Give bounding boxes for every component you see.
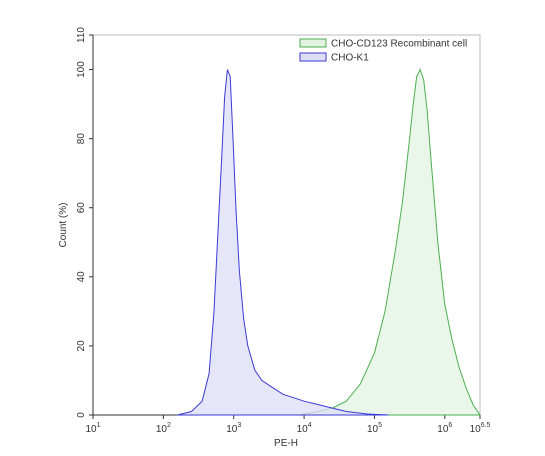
x-tick-power: 5 (378, 422, 382, 429)
x-tick-base: 10 (470, 424, 482, 435)
legend-label: CHO-K1 (331, 53, 369, 64)
y-tick-label: 20 (76, 340, 87, 352)
y-tick-label: 100 (76, 61, 87, 78)
x-tick-base: 10 (85, 424, 97, 435)
y-tick-label: 110 (76, 27, 87, 43)
x-tick-power: 4 (308, 422, 312, 429)
y-tick-label: 0 (76, 412, 87, 418)
y-tick-label: 60 (76, 202, 87, 214)
x-tick-base: 10 (156, 424, 168, 435)
x-tick-label: 106.5 (470, 422, 491, 435)
y-tick-label: 40 (76, 271, 87, 283)
y-tick-label: 80 (76, 133, 87, 145)
x-tick-label: 104 (297, 422, 312, 435)
legend-swatch (299, 38, 327, 48)
x-axis-label: PE-H (274, 438, 298, 449)
x-tick-base: 10 (437, 424, 449, 435)
legend-label: CHO-CD123 Recombinant cell (331, 39, 467, 50)
x-tick-power: 6 (448, 422, 452, 429)
x-tick-label: 101 (85, 422, 100, 435)
x-tick-base: 10 (367, 424, 379, 435)
x-tick-power: 2 (167, 422, 171, 429)
x-tick-base: 10 (226, 424, 238, 435)
area (177, 69, 389, 416)
x-tick-label: 105 (367, 422, 382, 435)
x-tick-base: 10 (297, 424, 309, 435)
x-tick-power: 6.5 (481, 422, 491, 429)
x-tick-label: 103 (226, 422, 241, 435)
x-tick-power: 3 (237, 422, 241, 429)
y-axis-label: Count (%) (58, 202, 69, 247)
x-tick-label: 106 (437, 422, 452, 435)
legend-swatch (299, 52, 327, 62)
x-tick-power: 1 (97, 422, 101, 429)
area (297, 68, 481, 416)
x-tick-label: 102 (156, 422, 171, 435)
